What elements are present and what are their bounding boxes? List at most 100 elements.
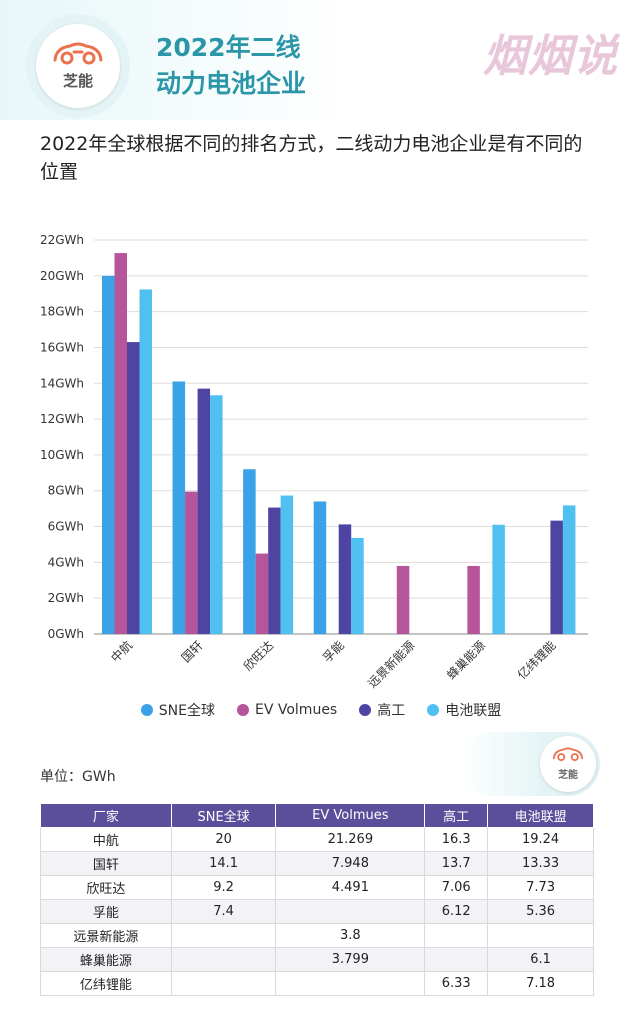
table-cell: 19.24 [487, 827, 594, 852]
page-title-line1: 2022年二线 [156, 33, 301, 62]
y-tick-label: 16GWh [40, 340, 84, 354]
table-cell [170, 971, 277, 996]
table-cell [170, 923, 277, 948]
y-tick-label: 4GWh [48, 555, 84, 569]
legend-label: 电池联盟 [445, 703, 502, 719]
table-cell: 5.36 [487, 899, 594, 924]
y-tick-label: 10GWh [40, 448, 84, 462]
x-tick-label: 孚能 [320, 638, 347, 665]
y-tick-label: 6GWh [48, 520, 84, 534]
legend-item: 高工 [359, 700, 405, 720]
corner-logo: 芝能 [460, 732, 600, 796]
bar [243, 469, 256, 634]
table-cell [170, 947, 277, 972]
bar [268, 507, 281, 634]
table-row: 亿纬锂能 6.33 7.18 [40, 971, 594, 996]
legend-item: EV Volmues [236, 700, 338, 720]
table-header-cell: 厂家 [40, 803, 172, 828]
bar [139, 289, 152, 634]
legend-swatch [236, 704, 249, 716]
table-cell: 3.799 [275, 947, 426, 972]
y-tick-label: 2GWh [48, 591, 84, 605]
header: 芝能 2022年二线 动力电池企业 烟烟说 [0, 0, 642, 120]
table-cell: 14.1 [170, 851, 277, 876]
bar [313, 501, 327, 634]
table-cell: 欣旺达 [40, 875, 172, 900]
x-tick-label: 亿纬锂能 [514, 638, 559, 683]
table-cell: 蜂巢能源 [40, 947, 172, 972]
x-tick-label: 远景新能源 [364, 638, 417, 691]
table-cell: 7.4 [170, 899, 277, 924]
y-tick-label: 14GWh [40, 376, 84, 390]
car-logo-icon [53, 42, 103, 65]
table-row: 蜂巢能源 3.799 6.1 [40, 947, 594, 972]
table-cell: 13.33 [487, 851, 594, 876]
logo-text: 芝能 [62, 72, 93, 90]
bar [562, 505, 576, 634]
table-cell: 21.269 [275, 827, 426, 852]
table-cell [424, 923, 489, 948]
bar [172, 381, 186, 634]
bar [127, 342, 140, 634]
legend-swatch [140, 704, 153, 716]
table-cell: 9.2 [170, 875, 277, 900]
y-tick-label: 8GWh [48, 484, 84, 498]
legend-item: SNE全球 [140, 700, 215, 720]
unit-label: 单位：GWh [40, 769, 116, 785]
legend-label: EV Volmues [254, 702, 338, 718]
table-cell [487, 923, 594, 948]
bar [185, 491, 198, 634]
table-header-cell: 电池联盟 [487, 803, 594, 828]
corner-logo-text: 芝能 [558, 770, 578, 781]
table-cell [275, 899, 426, 924]
table-row: 孚能 7.4 6.12 5.36 [40, 899, 594, 924]
bar [550, 520, 563, 634]
chart-legend: SNE全球 EV Volmues 高工 电池联盟 [0, 700, 642, 720]
x-tick-label: 国轩 [179, 638, 206, 665]
table-cell: 16.3 [424, 827, 489, 852]
table-cell [424, 947, 489, 972]
bar [255, 553, 269, 634]
bar [396, 565, 410, 634]
legend-label: 高工 [377, 703, 406, 719]
x-tick-label: 蜂巢能源 [444, 638, 488, 682]
table-header-cell: EV Volmues [275, 803, 426, 828]
table-row: 中航 20 21.269 16.3 19.24 [40, 827, 594, 852]
data-table: 厂家 SNE全球 EV Volmues 高工 电池联盟 中航 20 21.269… [40, 803, 594, 996]
bar [114, 253, 127, 634]
x-tick-label: 欣旺达 [241, 638, 276, 673]
y-tick-label: 12GWh [40, 412, 84, 426]
y-tick-label: 22GWh [40, 233, 84, 247]
page-title-line2: 动力电池企业 [156, 69, 307, 98]
bar [351, 538, 364, 634]
table-row: 欣旺达 9.2 4.491 7.06 7.73 [40, 875, 594, 900]
table-cell: 孚能 [40, 899, 172, 924]
corner-logo-circle: 芝能 [540, 736, 596, 792]
table-cell: 3.8 [275, 923, 426, 948]
legend-swatch [427, 704, 440, 716]
bar [197, 388, 211, 634]
table-row: 远景新能源 3.8 [40, 923, 594, 948]
bar [210, 395, 223, 634]
table-cell: 7.06 [424, 875, 489, 900]
table-cell: 4.491 [275, 875, 426, 900]
table-cell: 7.948 [275, 851, 426, 876]
table-cell: 7.18 [487, 971, 594, 996]
chart-subtitle: 2022年全球根据不同的排名方式，二线动力电池企业是有不同的位置 [40, 133, 583, 183]
bar [492, 524, 505, 634]
table-cell: 6.33 [424, 971, 489, 996]
table-cell: 中航 [40, 827, 172, 852]
table-cell: 国轩 [40, 851, 172, 876]
table-header-cell: SNE全球 [170, 803, 277, 828]
car-logo-icon [552, 747, 584, 762]
bar [280, 495, 294, 634]
y-tick-label: 20GWh [40, 269, 84, 283]
legend-swatch [359, 704, 372, 716]
bar [338, 524, 352, 634]
table-cell: 20 [170, 827, 277, 852]
table-cell: 6.12 [424, 899, 489, 924]
table-cell: 远景新能源 [40, 923, 172, 948]
table-cell: 亿纬锂能 [40, 971, 172, 996]
bar-chart: 0GWh 2GWh 4GWh 6GWh 8GWh 10GWh 12GWh 14GWh 16GWh… [40, 233, 588, 691]
legend-label: SNE全球 [158, 703, 215, 719]
